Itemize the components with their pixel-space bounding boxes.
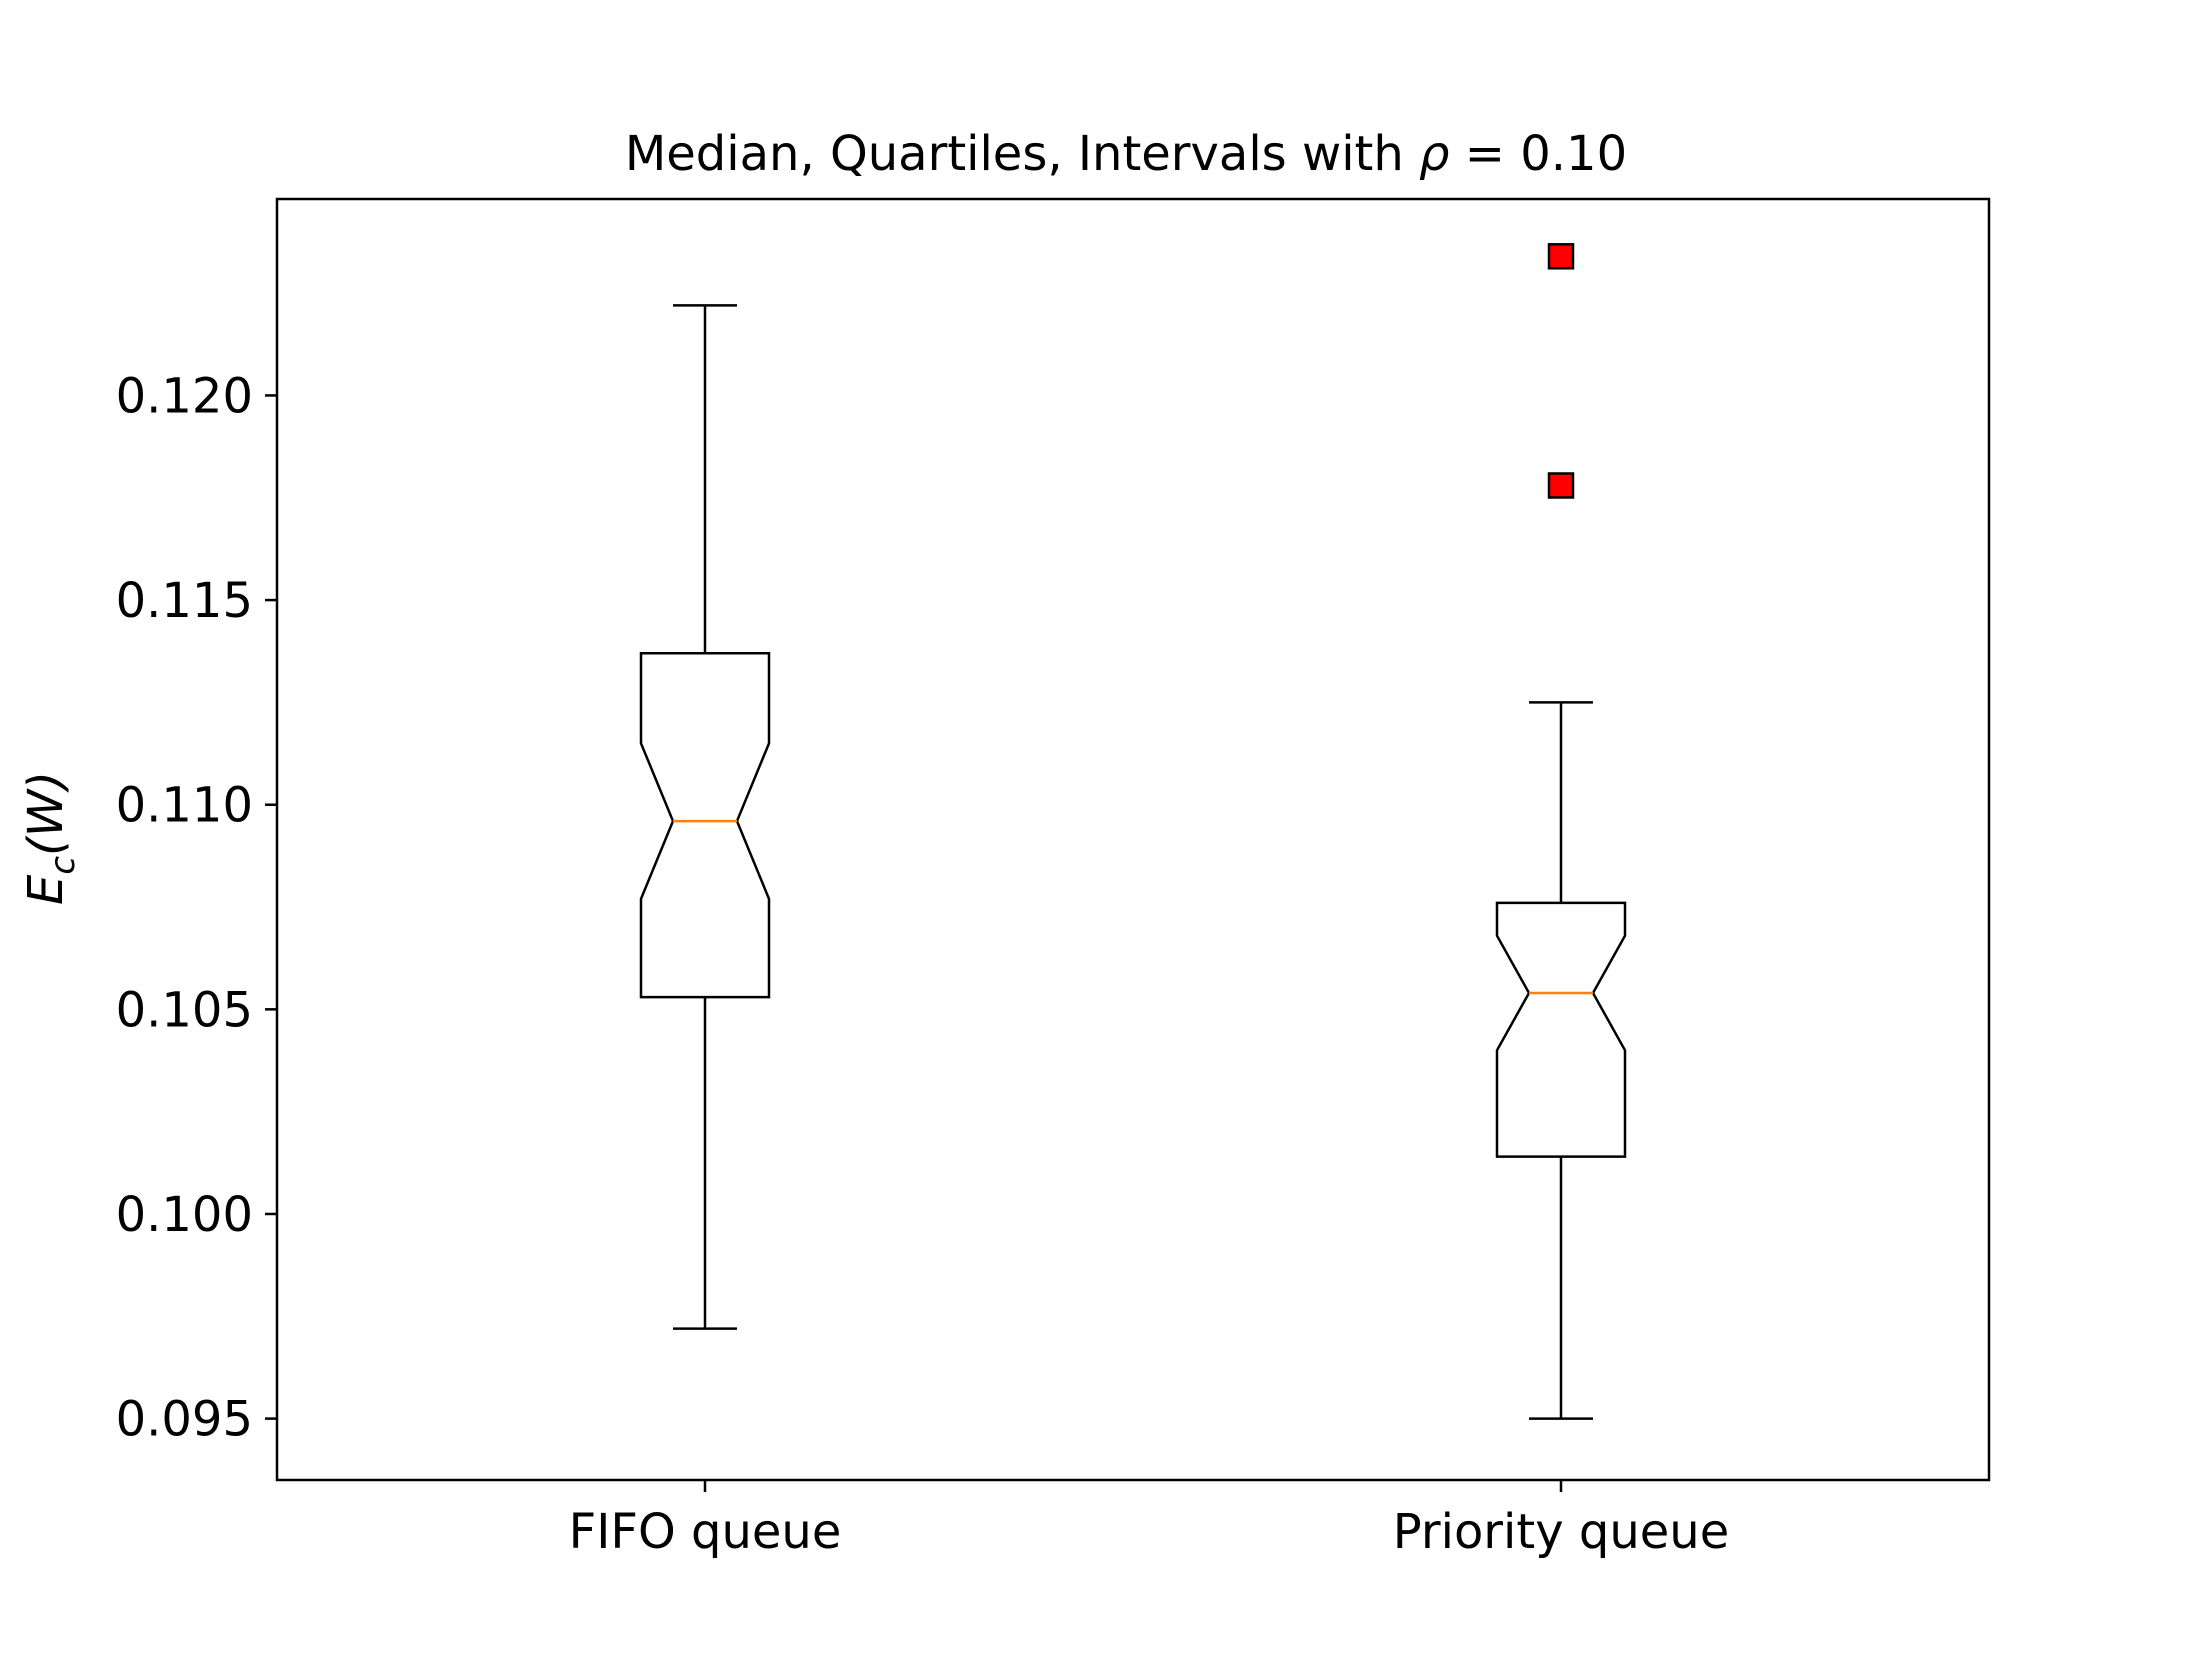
y-axis-label-main: E [18,874,74,905]
y-axis-label-sub: c [43,856,83,875]
y-axis-label: Ec(W) [18,771,83,905]
notched-box [1495,901,1627,1158]
y-axis-label-rest: (W) [18,771,74,856]
outlier-point [1547,243,1575,270]
chart-title-value: = 0.10 [1450,126,1628,182]
x-axis-ticks: FIFO queue Priority queue [569,1480,1729,1560]
box-fifo [639,304,771,1330]
y-tick-label: 0.120 [116,368,253,424]
y-axis-ticks: 0.095 0.100 0.105 0.110 0.115 0.120 [116,368,277,1448]
y-tick-label: 0.100 [116,1187,253,1243]
x-tick-label: Priority queue [1393,1504,1729,1560]
notched-box [639,652,771,999]
chart-title: Median, Quartiles, Intervals with ρ = 0.… [625,126,1627,182]
outlier-point [1547,472,1575,499]
y-tick-label: 0.095 [116,1392,253,1448]
y-tick-label: 0.115 [116,573,253,629]
box-series [639,243,1627,1420]
plot-area-frame [275,197,1991,1482]
x-tick-label: FIFO queue [569,1504,842,1560]
box-priority [1495,243,1627,1420]
chart-title-rho: ρ [1419,126,1449,182]
chart-title-text: Median, Quartiles, Intervals with [625,126,1419,182]
y-tick-label: 0.105 [116,982,253,1038]
y-tick-label: 0.110 [116,778,253,834]
